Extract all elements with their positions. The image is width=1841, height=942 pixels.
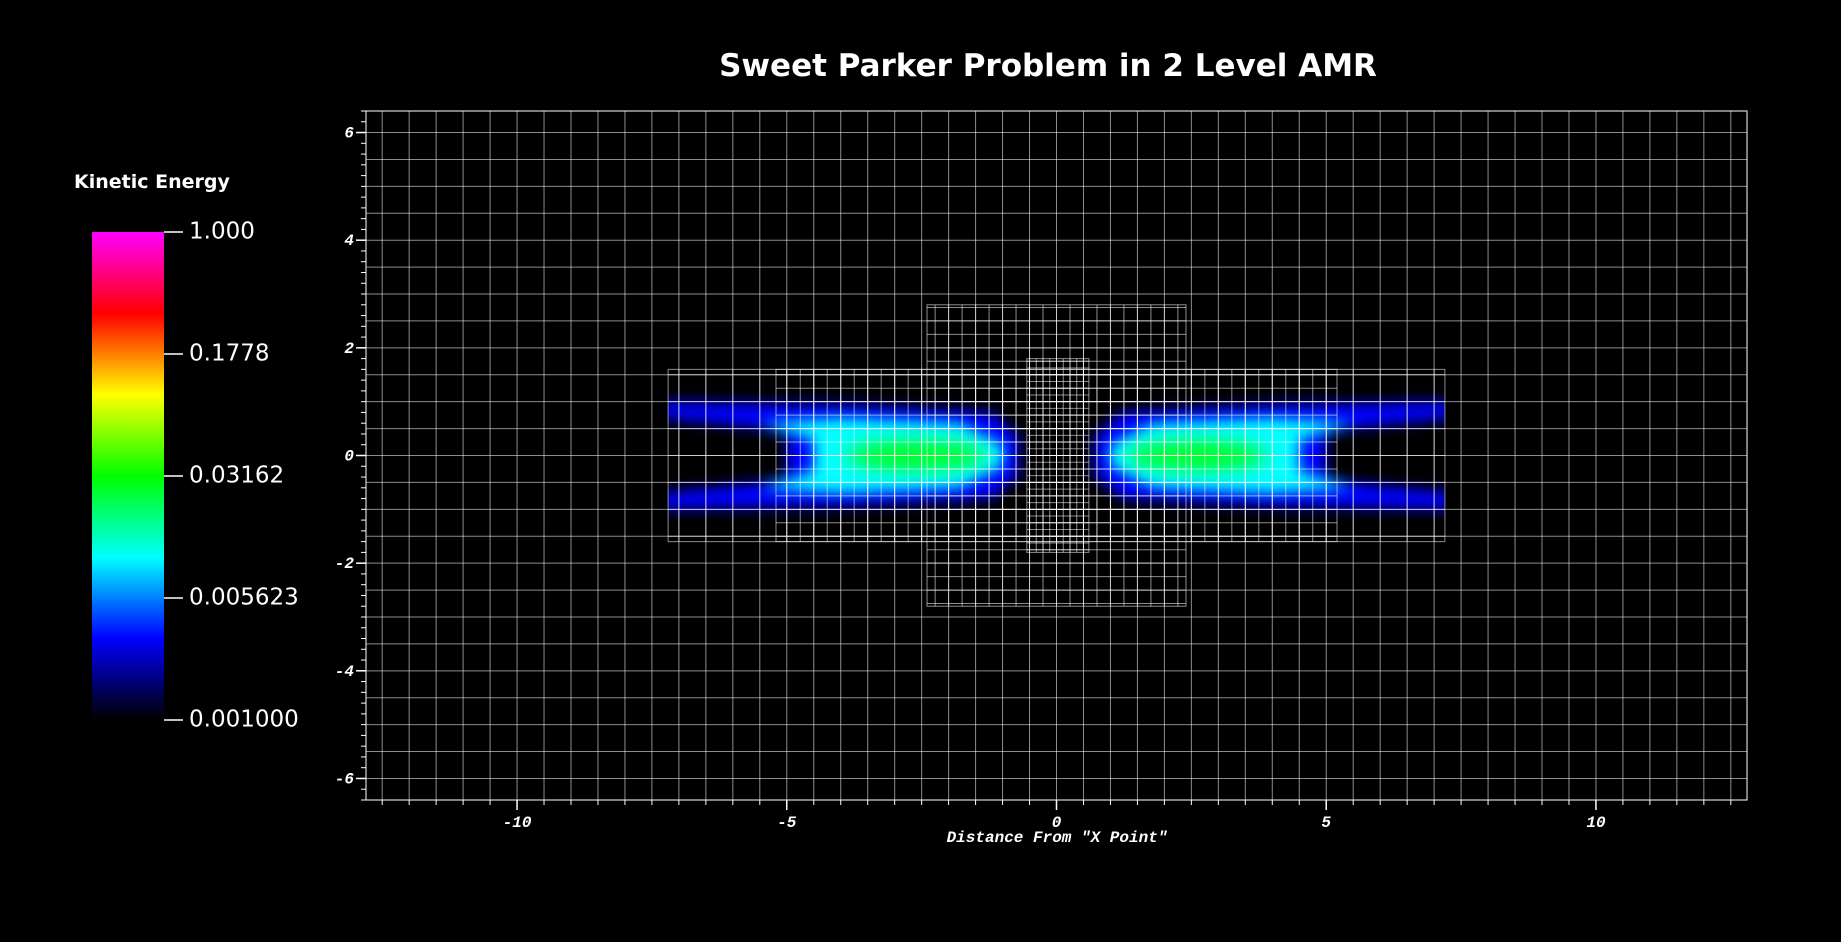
chart-title: Sweet Parker Problem in 2 Level AMR bbox=[719, 48, 1377, 84]
colorbar-label: Kinetic Energy bbox=[74, 171, 230, 193]
mesh-block bbox=[926, 304, 1187, 607]
x-tick-label: -5 bbox=[777, 814, 797, 832]
x-tick-label: 10 bbox=[1586, 814, 1606, 832]
colorbar bbox=[92, 232, 164, 720]
x-tick-label: 0 bbox=[1052, 814, 1062, 832]
colorbar-tick-label: 1.000 bbox=[189, 219, 255, 245]
colorbar-tick-label: 0.001000 bbox=[189, 707, 299, 733]
y-tick-label: 6 bbox=[344, 125, 354, 143]
mesh-block bbox=[1026, 358, 1090, 553]
y-tick-label: -6 bbox=[335, 770, 355, 788]
y-tick-label: -2 bbox=[335, 555, 355, 573]
y-tick-label: 0 bbox=[344, 448, 354, 466]
colorbar-tick-label: 0.03162 bbox=[189, 463, 284, 489]
mesh bbox=[365, 110, 1748, 801]
y-tick-label: -4 bbox=[335, 663, 355, 681]
x-tick-label: -10 bbox=[503, 814, 532, 832]
y-tick-label: 2 bbox=[344, 340, 354, 358]
x-tick-label: 5 bbox=[1321, 814, 1331, 832]
colorbar-tick-label: 0.005623 bbox=[189, 585, 299, 611]
x-axis-label: Distance From "X Point" bbox=[947, 829, 1168, 847]
colorbar-tick-label: 0.1778 bbox=[189, 341, 269, 367]
y-tick-label: 4 bbox=[344, 232, 354, 250]
